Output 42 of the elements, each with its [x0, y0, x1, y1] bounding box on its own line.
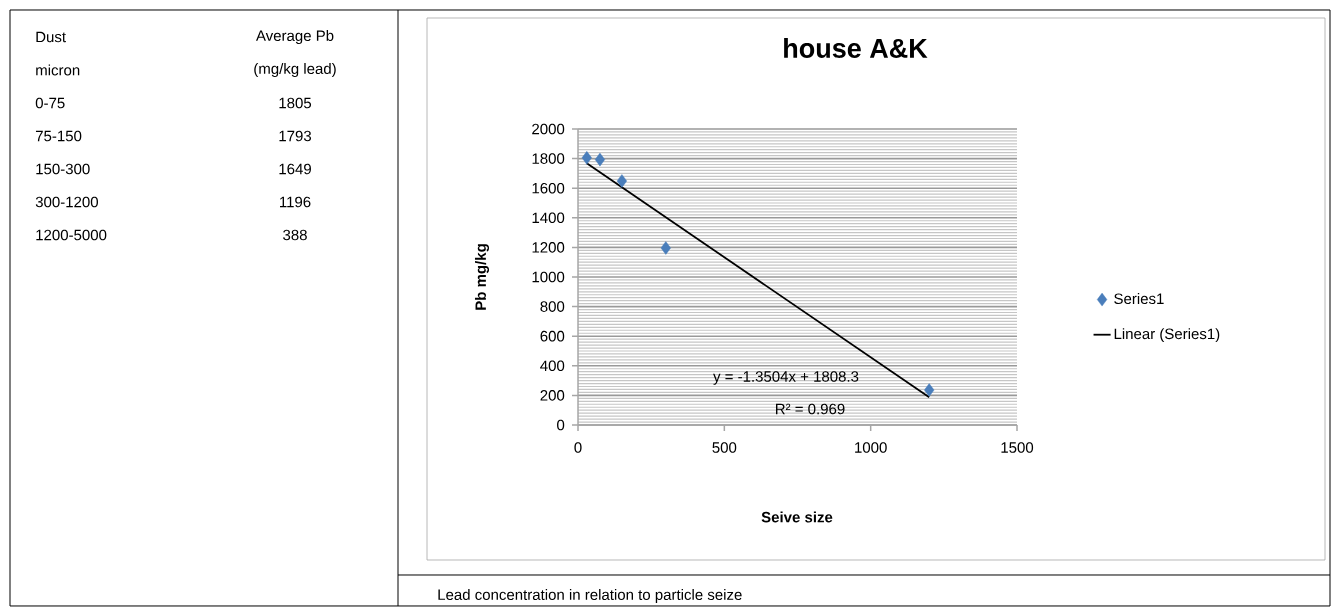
y-tick-label: 400 — [540, 360, 565, 372]
annotation: y = -1.3504x + 1808.3 — [713, 371, 859, 385]
text: 1805 — [279, 97, 312, 109]
legend-label: Series1 — [1114, 293, 1164, 305]
text: 75-150 — [35, 130, 82, 142]
text: 1200-5000 — [36, 229, 107, 241]
text: Lead concentration in relation to particle seize — [438, 588, 742, 603]
text: Dust — [36, 31, 66, 43]
y-tick-label: 1600 — [532, 182, 565, 194]
text: (mg/kg lead) — [254, 63, 336, 77]
y-tick-label: 2000 — [532, 123, 565, 135]
point — [616, 174, 627, 188]
x-tick-label: 0 — [574, 442, 582, 453]
text: 1793 — [279, 130, 312, 142]
y-tick-label: 0 — [557, 419, 565, 431]
legend-label: Linear (Series1) — [1114, 328, 1220, 343]
text: micron — [36, 64, 80, 76]
y-axis-title: Pb mg/kg — [474, 244, 490, 310]
text: 300-1200 — [35, 196, 98, 208]
y-tick-label: 1000 — [532, 271, 565, 283]
y-tick-label: 200 — [540, 390, 565, 401]
point — [924, 383, 935, 397]
point — [581, 151, 592, 165]
x-axis-title: Seive size — [761, 511, 833, 523]
x-tick-label: 500 — [712, 442, 737, 453]
text: 0-75 — [35, 97, 65, 109]
text: 388 — [283, 229, 307, 241]
text: 1649 — [279, 163, 311, 175]
y-tick-label: 1400 — [532, 212, 565, 224]
y-tick-label: 800 — [540, 301, 565, 312]
x-tick-label: 1500 — [1001, 442, 1034, 453]
y-tick-label: 1200 — [532, 242, 565, 253]
text: 1196 — [280, 196, 311, 208]
annotation: R² = 0.969 — [776, 403, 845, 415]
point — [594, 152, 606, 167]
x-tick-label: 1000 — [855, 442, 887, 453]
point — [660, 241, 671, 255]
chart-title: house A&K — [784, 38, 928, 58]
y-tick-label: 600 — [540, 330, 565, 342]
text: Average Pb — [255, 30, 334, 44]
y-tick-label: 1800 — [532, 153, 565, 164]
text: 150-300 — [36, 163, 90, 175]
